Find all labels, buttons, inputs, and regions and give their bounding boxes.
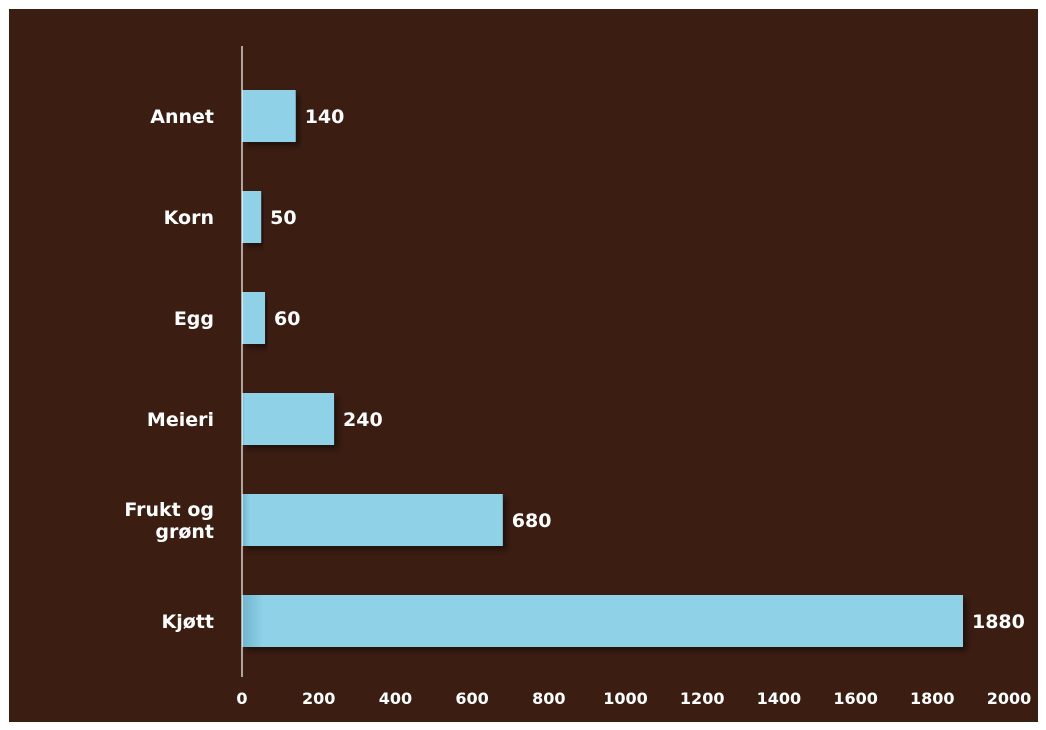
x-tick-label: 1600: [833, 689, 878, 708]
value-label: 60: [274, 308, 300, 330]
category-label-line: grønt: [155, 521, 214, 543]
x-tick-label: 600: [455, 689, 488, 708]
value-label: 680: [512, 510, 552, 532]
bar-meieri: [242, 393, 335, 445]
x-tick-label: 1000: [603, 689, 648, 708]
x-tick-label: 2000: [987, 689, 1032, 708]
value-label: 140: [305, 106, 345, 128]
category-label-line: Frukt og: [124, 499, 214, 521]
x-tick-label: 200: [302, 689, 335, 708]
x-axis-ticks: 0 200 400 600 800 1000 1200 1400 1600 1800 2000: [236, 689, 1031, 708]
category-label: Annet: [150, 106, 214, 128]
category-label: Kjøtt: [162, 611, 214, 633]
labels-group: 140 Annet 50 Korn 60 Egg 240 Meieri 680 Frukt og g…: [124, 106, 1025, 633]
bar-egg: [242, 292, 266, 344]
category-label-line: Egg: [174, 308, 214, 330]
x-tick-label: 1200: [680, 689, 725, 708]
x-tick-label: 400: [379, 689, 412, 708]
bar-chart: 140 Annet 50 Korn 60 Egg 240 Meieri 680 Frukt og g…: [124, 46, 1031, 708]
category-label: Frukt og grønt: [124, 499, 214, 543]
x-tick-label: 1800: [910, 689, 955, 708]
bar-annet: [242, 90, 296, 142]
bar-frukt-og-grønt: [242, 494, 503, 546]
category-label-line: Korn: [164, 207, 214, 229]
x-tick-label: 800: [532, 689, 565, 708]
category-label: Korn: [164, 207, 214, 229]
value-label: 240: [343, 409, 383, 431]
value-label: 1880: [972, 611, 1025, 633]
value-label: 50: [270, 207, 296, 229]
category-label-line: Kjøtt: [162, 611, 214, 633]
category-label-line: Annet: [150, 106, 214, 128]
x-tick-label: 0: [236, 689, 247, 708]
bar-korn: [242, 191, 262, 243]
x-tick-label: 1400: [757, 689, 802, 708]
bars-group: [242, 90, 963, 647]
category-label-line: Meieri: [147, 409, 214, 431]
bar-kjøtt: [242, 595, 963, 647]
chart-panel: 140 Annet 50 Korn 60 Egg 240 Meieri 680 Frukt og g…: [9, 9, 1038, 722]
category-label: Egg: [174, 308, 214, 330]
category-label: Meieri: [147, 409, 214, 431]
